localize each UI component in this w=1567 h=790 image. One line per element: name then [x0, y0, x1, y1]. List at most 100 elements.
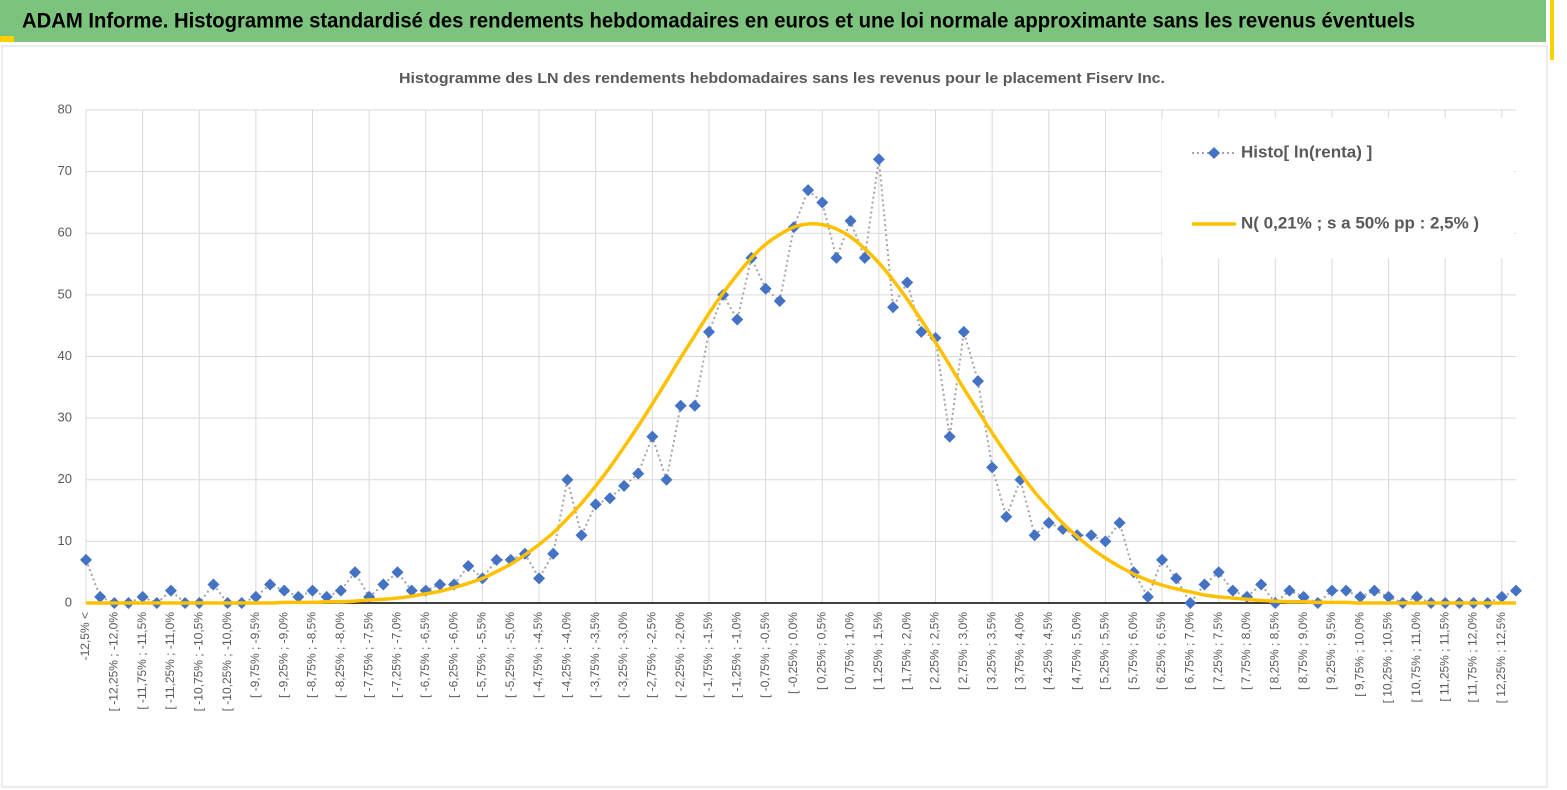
data-point: [1255, 578, 1268, 591]
legend: Histo[ ln(renta) ] N( 0,21% ; s a 50% pp …: [1162, 118, 1514, 258]
x-tick-label: [ -11,25% ; -11,0%: [163, 612, 177, 710]
data-point: [391, 566, 404, 579]
data-point: [1141, 590, 1154, 603]
x-tick-label: [ 1,75% ; 2,0%: [899, 612, 913, 690]
x-tick-label: [ -1,25% ; -1,0%: [729, 612, 743, 698]
series-line: [86, 222, 1516, 605]
data-point: [1226, 584, 1239, 597]
data-point: [971, 375, 984, 388]
x-tick-label: [ -1,75% ; -1,5%: [701, 612, 715, 698]
data-point: [462, 560, 475, 573]
x-tick-label: [ 0,25% ; 0,5%: [814, 612, 828, 690]
side-accent: [1550, 0, 1554, 60]
data-point: [1113, 516, 1126, 529]
data-point: [688, 399, 701, 412]
x-tick-label: [ 2,75% ; 3,0%: [956, 612, 970, 690]
data-point: [164, 584, 177, 597]
data-point: [1170, 572, 1183, 585]
data-point: [136, 590, 149, 603]
data-point: [1354, 590, 1367, 603]
data-point: [334, 584, 347, 597]
data-point: [1156, 553, 1169, 566]
x-tick-label: [ -4,75% ; -4,5%: [531, 612, 545, 698]
data-point: [660, 473, 673, 486]
data-point: [490, 553, 503, 566]
header-title: ADAM Informe. Histogramme standardisé de…: [22, 10, 1415, 33]
x-tick-label: [ -9,75% ; -9,5%: [248, 612, 262, 698]
legend-box: [1162, 118, 1514, 258]
x-tick-label: [ -6,25% ; -6,0%: [446, 612, 460, 698]
x-tick-label: [ 3,75% ; 4,0%: [1013, 612, 1027, 690]
data-point: [575, 529, 588, 542]
data-point: [207, 578, 220, 591]
x-tick-label: [ -7,25% ; -7,0%: [390, 612, 404, 698]
x-tick-label: [ -10,75% ; -10,5%: [191, 612, 205, 712]
data-point: [533, 572, 546, 585]
y-tick-label: 20: [58, 471, 72, 486]
data-point: [603, 492, 616, 505]
header-bar: [0, 0, 1546, 42]
x-tick-label: [ -8,75% ; -8,5%: [305, 612, 319, 698]
data-point: [504, 553, 517, 566]
x-tick-label: [ -0,75% ; -0,5%: [758, 612, 772, 698]
x-tick-label: [ -6,75% ; -6,5%: [418, 612, 432, 698]
y-tick-label: 60: [58, 225, 72, 240]
data-point: [844, 214, 857, 227]
x-tick-label: [ -7,75% ; -7,5%: [361, 612, 375, 698]
chart-title: Histogramme des LN des rendements hebdom…: [399, 70, 1165, 87]
data-point: [858, 251, 871, 264]
data-point: [1212, 566, 1225, 579]
plot: [80, 153, 1522, 609]
x-tick-label: [ 7,25% ; 7,5%: [1211, 612, 1225, 690]
x-tick-label: [ 11,25% ; 11,5%: [1437, 612, 1451, 702]
x-tick-label: [ 5,25% ; 5,5%: [1098, 612, 1112, 690]
data-point: [1510, 584, 1522, 597]
x-tick-label: [ 4,25% ; 4,5%: [1041, 612, 1055, 690]
data-point: [1495, 590, 1508, 603]
data-point: [915, 325, 928, 338]
data-point: [731, 313, 744, 326]
data-point: [80, 553, 92, 566]
x-tick-label: [ 9,25% ; 9,5%: [1324, 612, 1338, 690]
data-point: [618, 479, 631, 492]
x-tick-label: [ 11,75% ; 12,0%: [1466, 612, 1480, 703]
data-point: [1184, 597, 1197, 609]
data-point: [887, 301, 900, 314]
y-tick-label: 0: [65, 594, 72, 609]
legend-label: Histo[ ln(renta) ]: [1241, 142, 1372, 161]
data-point: [646, 430, 659, 443]
x-tick-label: [ 12,25% ; 12,5%: [1494, 612, 1508, 704]
x-tick-label: [ -3,25% ; -3,0%: [616, 612, 630, 698]
data-point: [1042, 516, 1055, 529]
data-point: [830, 251, 843, 264]
x-tick-label: [ 8,75% ; 9,0%: [1296, 612, 1310, 690]
data-point: [1000, 510, 1013, 523]
x-tick-label: -12,5% <: [78, 612, 92, 660]
data-point: [1382, 590, 1395, 603]
x-tick-label: [ -5,75% ; -5,5%: [475, 612, 489, 698]
x-tick-label: [ 6,25% ; 6,5%: [1154, 612, 1168, 690]
y-tick-label: 50: [58, 286, 72, 301]
x-tick-label: [ 2,25% ; 2,5%: [928, 612, 942, 690]
data-point: [802, 184, 815, 197]
data-point: [561, 473, 574, 486]
data-point: [816, 196, 829, 209]
data-point: [1099, 535, 1112, 548]
x-tick-label: [ -12,25% ; -12,0%: [106, 612, 120, 712]
data-point: [306, 584, 319, 597]
data-point: [547, 547, 560, 560]
y-tick-label: 70: [58, 163, 72, 178]
x-tick-label: [ -3,75% ; -3,5%: [588, 612, 602, 698]
header-accent: [0, 36, 14, 42]
data-point: [702, 325, 715, 338]
x-tick-label: [ 10,25% ; 10,5%: [1381, 612, 1395, 704]
data-point: [957, 325, 970, 338]
data-point: [986, 461, 999, 474]
data-point: [320, 590, 333, 603]
x-tick-label: [ -4,25% ; -4,0%: [560, 612, 574, 698]
data-point: [901, 276, 914, 289]
data-point: [674, 399, 687, 412]
data-point: [405, 584, 418, 597]
data-point: [1283, 584, 1296, 597]
